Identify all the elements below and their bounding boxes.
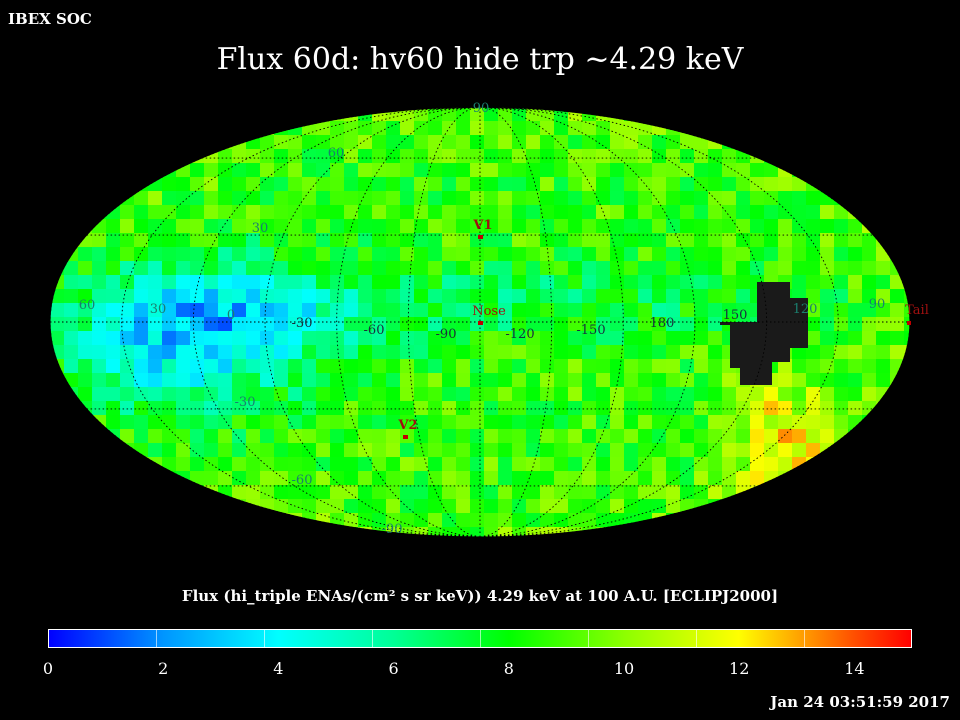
masked-region	[720, 282, 808, 385]
marker-tail: Tail	[905, 303, 929, 325]
colorbar-title: Flux (hi_triple ENAs/(cm² s sr keV)) 4.2…	[181, 587, 779, 605]
lat-label-30: 30	[252, 221, 269, 236]
lon-label-60: 60	[79, 298, 96, 313]
lon-label-neg150: -150	[576, 323, 605, 338]
svg-text:Tail: Tail	[905, 303, 929, 318]
lon-label-120: 120	[793, 302, 818, 317]
lat-label-neg90: -90	[382, 522, 403, 537]
sky-map: 90 60 30 -30 -60 -90 60 30 0 -30 -60 -90…	[49, 101, 929, 538]
lon-label-neg30: -30	[292, 316, 313, 331]
colorbar-tick-8: 8	[503, 659, 514, 678]
svg-text:V2: V2	[397, 418, 417, 433]
marker-nose: Nose	[472, 304, 506, 325]
colorbar-tick-6: 6	[388, 659, 399, 678]
org-label: IBEX SOC	[8, 10, 92, 28]
marker-v2: V2	[397, 418, 418, 439]
lat-label-90: 90	[473, 101, 490, 116]
lon-label-150: 150	[723, 308, 748, 323]
lon-label-0: 0	[227, 308, 235, 323]
lat-label-60: 60	[328, 146, 345, 161]
lat-label-neg60: -60	[292, 473, 313, 488]
lon-label-30: 30	[150, 302, 167, 317]
colorbar-tick-14: 14	[844, 659, 865, 678]
map-title: Flux 60d: hv60 hide trp ~4.29 keV	[216, 42, 744, 77]
colorbar	[48, 629, 912, 648]
timestamp: Jan 24 03:51:59 2017	[770, 693, 950, 711]
colorbar-tick-12: 12	[729, 659, 750, 678]
colorbar-tick-2: 2	[158, 659, 169, 678]
lon-label-neg60: -60	[364, 323, 385, 338]
svg-text:Nose: Nose	[472, 304, 506, 319]
lon-label-180: 180	[650, 316, 675, 331]
colorbar-tick-10: 10	[613, 659, 635, 678]
colorbar-tick-0: 0	[42, 659, 54, 678]
lon-label-90: 90	[869, 297, 886, 312]
svg-text:V1: V1	[472, 218, 492, 233]
lon-label-neg90: -90	[436, 327, 457, 342]
lon-label-neg120: -120	[505, 327, 534, 342]
marker-v1: V1	[472, 218, 493, 239]
lat-label-neg30: -30	[235, 395, 256, 410]
colorbar-tick-4: 4	[273, 659, 284, 678]
